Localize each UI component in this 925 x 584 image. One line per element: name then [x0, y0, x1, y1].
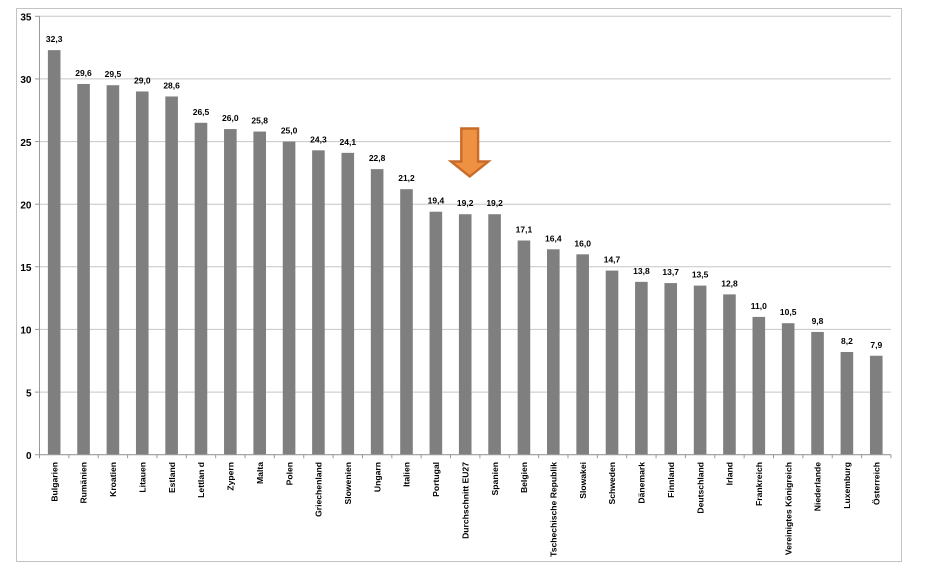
svg-text:25,8: 25,8: [251, 116, 268, 126]
svg-text:Frankreich: Frankreich: [754, 462, 764, 506]
svg-text:0: 0: [26, 451, 32, 462]
svg-text:Spanien: Spanien: [490, 462, 500, 495]
svg-text:13,8: 13,8: [633, 266, 650, 276]
svg-text:24,3: 24,3: [310, 134, 327, 144]
svg-text:Lettlan d: Lettlan d: [196, 462, 206, 498]
svg-text:15: 15: [20, 263, 32, 274]
svg-text:8,2: 8,2: [841, 336, 853, 346]
svg-text:12,8: 12,8: [721, 278, 738, 288]
svg-text:14,7: 14,7: [604, 255, 621, 265]
svg-text:29,0: 29,0: [134, 76, 151, 86]
svg-text:10: 10: [20, 326, 32, 337]
svg-text:Durchschnitt EU27: Durchschnitt EU27: [460, 462, 470, 539]
svg-text:Luxemburg: Luxemburg: [842, 462, 852, 509]
svg-text:32,3: 32,3: [46, 34, 63, 44]
svg-text:Litauen: Litauen: [138, 462, 148, 493]
svg-text:Bulgarien: Bulgarien: [49, 462, 59, 502]
svg-text:19,2: 19,2: [457, 198, 474, 208]
svg-text:13,5: 13,5: [692, 270, 709, 280]
svg-text:30: 30: [20, 75, 32, 86]
svg-text:Schweden: Schweden: [607, 462, 617, 505]
svg-text:Deutschland: Deutschland: [695, 462, 705, 514]
svg-text:Niederlande: Niederlande: [813, 462, 823, 511]
svg-text:29,5: 29,5: [105, 69, 122, 79]
svg-text:9,8: 9,8: [812, 316, 824, 326]
svg-text:13,7: 13,7: [662, 267, 679, 277]
svg-text:7,9: 7,9: [870, 340, 882, 350]
svg-text:Polen: Polen: [284, 462, 294, 485]
svg-text:Ungarn: Ungarn: [372, 462, 382, 492]
svg-text:Tschechische Republik: Tschechische Republik: [549, 462, 559, 557]
svg-text:22,8: 22,8: [369, 153, 386, 163]
svg-text:19,4: 19,4: [428, 196, 445, 206]
svg-text:16,0: 16,0: [574, 238, 591, 248]
svg-text:11,0: 11,0: [751, 301, 767, 311]
svg-text:Italien: Italien: [402, 462, 412, 487]
svg-text:25: 25: [20, 138, 32, 149]
svg-text:20: 20: [20, 200, 32, 211]
svg-text:Rumänien: Rumänien: [79, 462, 89, 504]
svg-text:Belgien: Belgien: [519, 462, 529, 493]
svg-text:29,6: 29,6: [75, 68, 92, 78]
svg-text:Estland: Estland: [167, 462, 177, 493]
svg-text:35: 35: [20, 13, 32, 24]
svg-text:Kroatien: Kroatien: [108, 462, 118, 497]
svg-text:25,0: 25,0: [281, 126, 298, 136]
svg-text:Zypern: Zypern: [226, 462, 236, 491]
svg-text:Finnland: Finnland: [666, 462, 676, 498]
svg-text:5: 5: [26, 388, 32, 399]
svg-text:16,4: 16,4: [545, 233, 562, 243]
svg-text:Malta: Malta: [255, 462, 265, 484]
svg-text:Vereinigtes Königreich: Vereinigtes Königreich: [783, 462, 793, 555]
svg-text:Österreich: Österreich: [872, 462, 882, 505]
svg-text:24,1: 24,1: [340, 137, 357, 147]
svg-text:26,0: 26,0: [222, 113, 239, 123]
svg-text:28,6: 28,6: [163, 81, 180, 91]
svg-text:17,1: 17,1: [516, 225, 533, 235]
svg-text:19,2: 19,2: [486, 198, 503, 208]
svg-text:26,5: 26,5: [193, 107, 210, 117]
svg-text:Slowenien: Slowenien: [343, 462, 353, 505]
svg-text:Griechenland: Griechenland: [314, 462, 324, 517]
svg-text:Dänemark: Dänemark: [637, 462, 647, 504]
svg-text:10,5: 10,5: [780, 307, 797, 317]
svg-text:Portugal: Portugal: [431, 462, 441, 497]
svg-text:Slowakei: Slowakei: [578, 462, 588, 499]
svg-text:Irland: Irland: [725, 462, 735, 485]
svg-text:21,2: 21,2: [398, 173, 415, 183]
